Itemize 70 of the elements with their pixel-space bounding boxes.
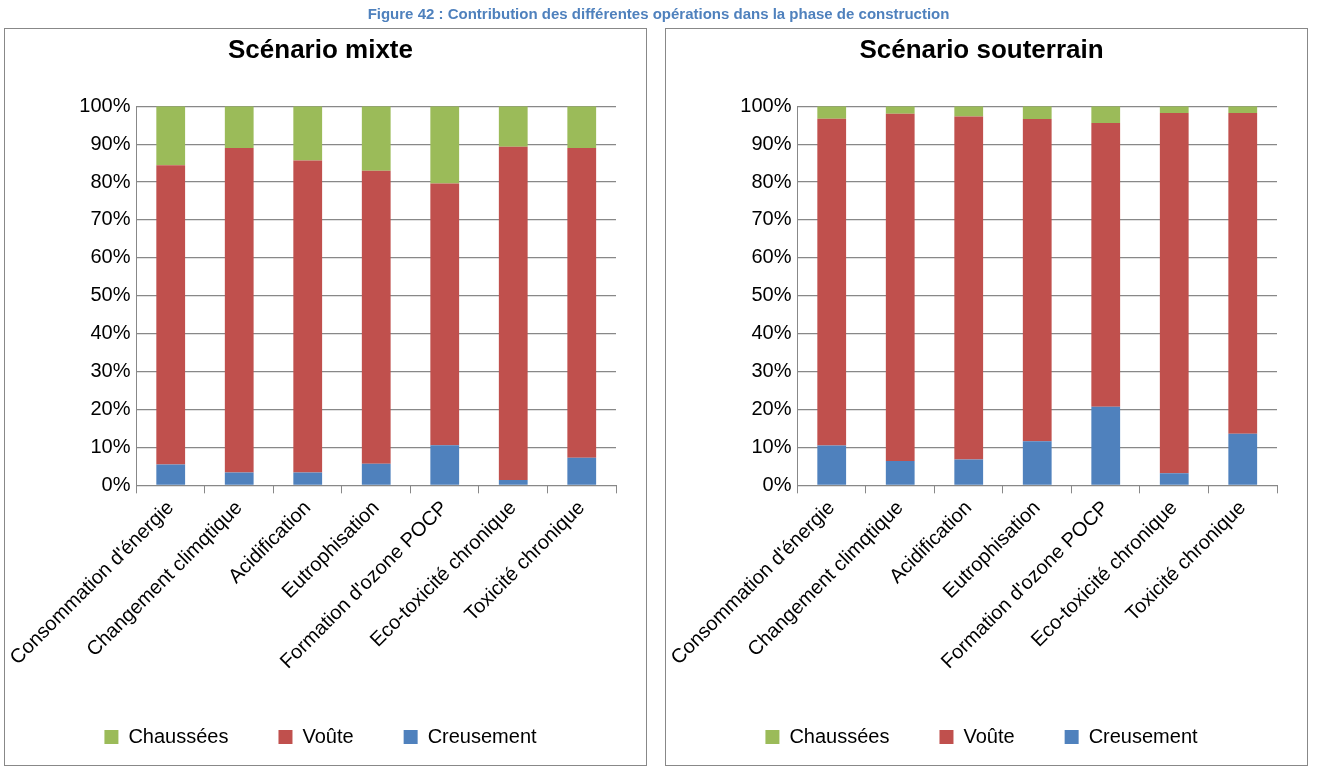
- y-tick-label: 10%: [90, 434, 131, 457]
- y-tick-label: 80%: [90, 169, 131, 192]
- y-tick-label: 80%: [751, 169, 792, 192]
- y-tick-label: 30%: [751, 359, 792, 382]
- bar: [293, 472, 323, 485]
- y-tick-label: 90%: [90, 131, 131, 154]
- bar: [224, 472, 254, 485]
- bar: [567, 147, 597, 458]
- y-tick-label: 40%: [90, 321, 131, 344]
- bar: [293, 160, 323, 473]
- bar: [1022, 106, 1052, 120]
- bar: [1022, 119, 1052, 442]
- y-tick-label: 70%: [751, 207, 792, 230]
- bar: [156, 464, 186, 485]
- bar: [156, 106, 186, 166]
- bar: [1022, 441, 1052, 485]
- y-tick-label: 60%: [90, 245, 131, 268]
- y-tick-label: 50%: [751, 283, 792, 306]
- bar: [1091, 106, 1121, 123]
- bar: [156, 165, 186, 465]
- legend-label: Chaussées: [789, 724, 890, 747]
- y-tick-label: 30%: [90, 359, 131, 382]
- caption: Figure 42 : Contribution des différentes opérations dans la phase de construction: [366, 4, 951, 24]
- bar: [817, 445, 847, 485]
- bar: [1159, 113, 1189, 474]
- bar: [817, 118, 847, 446]
- y-tick-label: 100%: [79, 93, 131, 116]
- y-tick-label: 90%: [751, 131, 792, 154]
- bar: [361, 463, 391, 485]
- bar: [1091, 406, 1121, 485]
- y-tick-label: 40%: [751, 321, 792, 344]
- chart-title: Scénario souterrain: [859, 33, 1104, 64]
- bar: [361, 106, 391, 171]
- bar: [567, 457, 597, 485]
- y-tick-label: 60%: [751, 245, 792, 268]
- y-tick-label: 20%: [751, 397, 792, 420]
- y-tick-label: 0%: [101, 472, 131, 495]
- chart-title: Scénario mixte: [228, 33, 413, 64]
- y-tick-label: 10%: [751, 434, 792, 457]
- bar: [498, 146, 528, 481]
- bar: [1159, 473, 1189, 485]
- bar: [885, 461, 915, 485]
- bar: [1091, 122, 1121, 407]
- bar: [430, 183, 460, 446]
- y-tick-label: 100%: [740, 93, 792, 116]
- bar: [954, 116, 984, 460]
- legend-label: Voûte: [963, 724, 1015, 747]
- legend-label: Chaussées: [128, 724, 229, 747]
- y-tick-label: 20%: [90, 397, 131, 420]
- bar: [885, 113, 915, 462]
- y-tick-label: 0%: [762, 472, 792, 495]
- bar: [1228, 433, 1258, 485]
- bar: [224, 147, 254, 473]
- y-tick-label: 70%: [90, 207, 131, 230]
- bar: [224, 106, 254, 148]
- bar: [1228, 113, 1258, 434]
- bar: [498, 106, 528, 147]
- bar: [430, 106, 460, 184]
- bar: [361, 170, 391, 464]
- legend-label: Voûte: [302, 724, 354, 747]
- legend-label: Creusement: [427, 724, 538, 747]
- bar: [430, 445, 460, 485]
- y-tick-label: 50%: [90, 283, 131, 306]
- bar: [817, 106, 847, 119]
- bar: [567, 106, 597, 148]
- legend-label: Creusement: [1088, 724, 1199, 747]
- bar: [954, 459, 984, 485]
- bar: [885, 106, 915, 114]
- bar: [498, 480, 528, 485]
- bar: [293, 106, 323, 161]
